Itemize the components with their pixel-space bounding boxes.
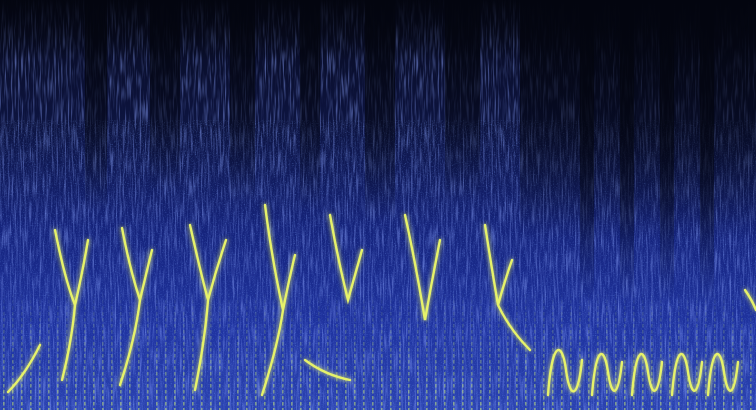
spectrogram <box>0 0 756 410</box>
page <box>0 0 756 410</box>
harmonic-ticks <box>0 290 756 410</box>
